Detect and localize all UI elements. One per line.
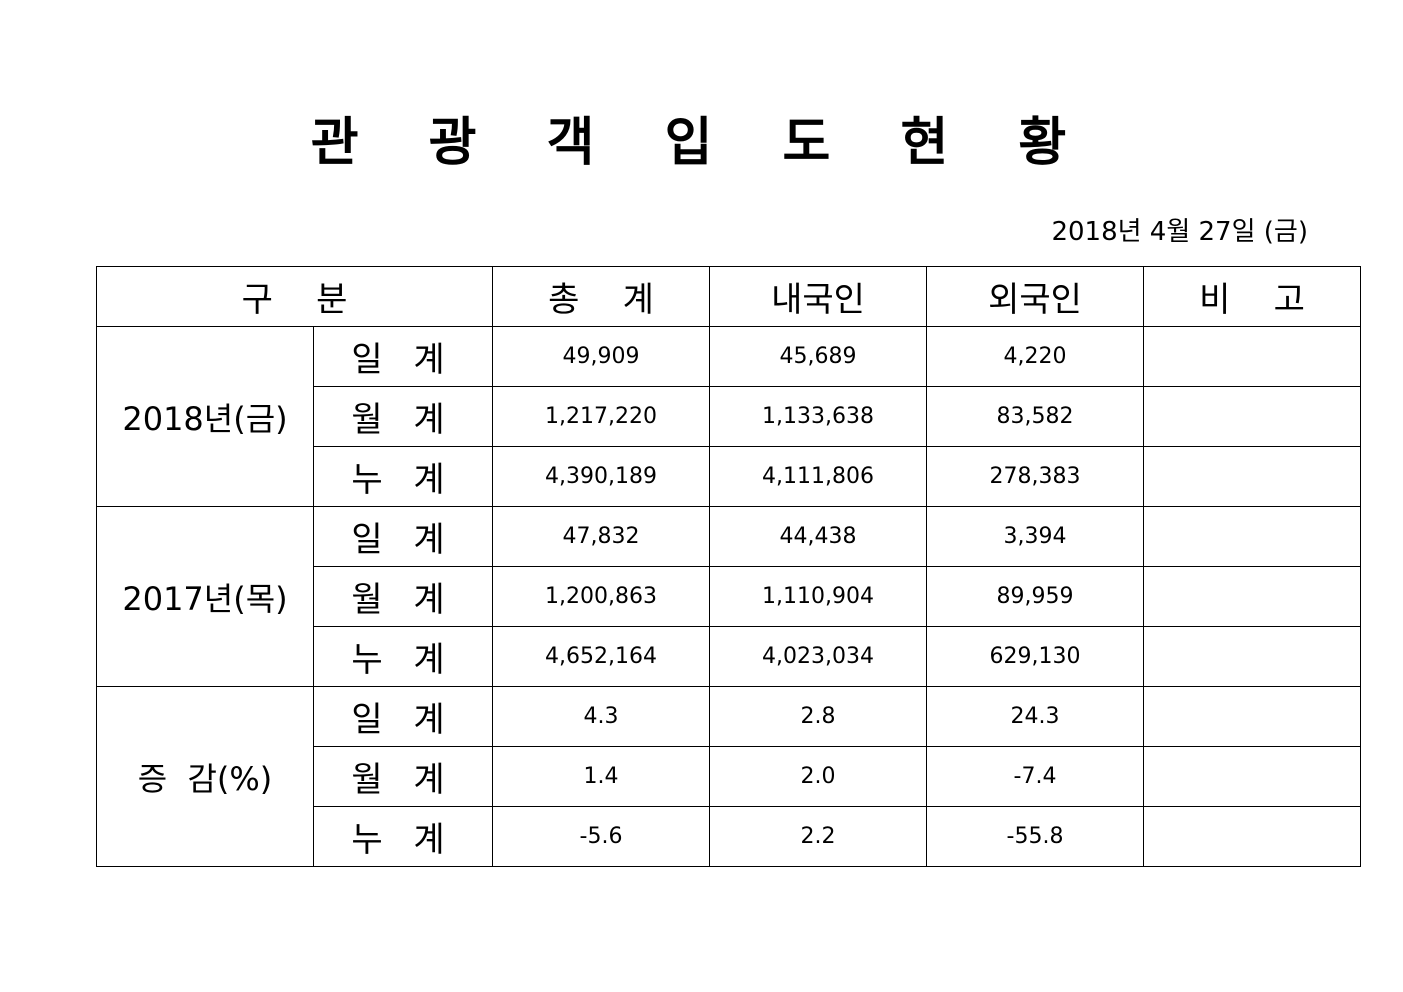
cell-note	[1143, 806, 1361, 867]
cell-note	[1143, 566, 1361, 627]
cell-total: 49,909	[492, 326, 710, 387]
cell-note	[1143, 626, 1361, 687]
table-row: 누 계 4,390,189 4,111,806 278,383	[97, 446, 1361, 507]
table-row: 월 계 1,200,863 1,110,904 89,959	[97, 566, 1361, 627]
header-domestic: 내국인	[709, 266, 927, 327]
cell-total: 4,652,164	[492, 626, 710, 687]
visitor-stats-table: 구 분 총 계 내국인 외국인 비 고 2018년(금) 일 계 49,909 …	[96, 266, 1361, 867]
row-label: 누 계	[313, 446, 493, 507]
cell-total: 47,832	[492, 506, 710, 567]
cell-foreign: 83,582	[926, 386, 1144, 447]
table-row: 증 감(%) 일 계 4.3 2.8 24.3	[96, 686, 1361, 867]
cell-total: 1,200,863	[492, 566, 710, 627]
cell-note	[1143, 446, 1361, 507]
table-row: 누 계 4,652,164 4,023,034 629,130	[97, 626, 1361, 687]
header-row: 구 분 총 계 내국인 외국인 비 고	[96, 266, 1361, 327]
cell-foreign: -7.4	[926, 746, 1144, 807]
cell-note	[1143, 506, 1361, 567]
cell-foreign: 3,394	[926, 506, 1144, 567]
table-row: 누 계 -5.6 2.2 -55.8	[97, 806, 1361, 867]
cell-total: 1,217,220	[492, 386, 710, 447]
row-label: 누 계	[313, 806, 493, 867]
report-date: 2018년 4월 27일 (금)	[1051, 217, 1308, 247]
cell-foreign: 89,959	[926, 566, 1144, 627]
header-category: 구 분	[96, 266, 493, 327]
cell-note	[1143, 326, 1361, 387]
cell-domestic: 1,110,904	[709, 566, 927, 627]
cell-total: 1.4	[492, 746, 710, 807]
cell-domestic: 2.8	[709, 686, 927, 747]
cell-domestic: 4,111,806	[709, 446, 927, 507]
header-note: 비 고	[1143, 266, 1361, 327]
group-label: 2017년(목)	[96, 506, 314, 687]
cell-foreign: -55.8	[926, 806, 1144, 867]
cell-foreign: 278,383	[926, 446, 1144, 507]
table-row: 2018년(금) 일 계 49,909 45,689 4,220	[96, 326, 1361, 507]
cell-foreign: 629,130	[926, 626, 1144, 687]
row-label: 일 계	[313, 686, 493, 747]
row-label: 월 계	[313, 746, 493, 807]
row-label: 누 계	[313, 626, 493, 687]
header-foreign: 외국인	[926, 266, 1144, 327]
document-title: 관 광 객 입 도 현 황	[310, 113, 1093, 173]
table-row: 2017년(목) 일 계 47,832 44,438 3,394	[96, 506, 1361, 687]
cell-foreign: 24.3	[926, 686, 1144, 747]
row-label: 일 계	[313, 326, 493, 387]
cell-domestic: 4,023,034	[709, 626, 927, 687]
row-label: 일 계	[313, 506, 493, 567]
cell-note	[1143, 686, 1361, 747]
cell-total: -5.6	[492, 806, 710, 867]
cell-total: 4,390,189	[492, 446, 710, 507]
cell-note	[1143, 746, 1361, 807]
row-label: 월 계	[313, 566, 493, 627]
cell-domestic: 2.0	[709, 746, 927, 807]
cell-domestic: 45,689	[709, 326, 927, 387]
cell-foreign: 4,220	[926, 326, 1144, 387]
cell-note	[1143, 386, 1361, 447]
header-total: 총 계	[492, 266, 710, 327]
group-label: 2018년(금)	[96, 326, 314, 507]
group-label: 증 감(%)	[96, 686, 314, 867]
table-row: 월 계 1.4 2.0 -7.4	[97, 746, 1361, 807]
cell-domestic: 1,133,638	[709, 386, 927, 447]
row-label: 월 계	[313, 386, 493, 447]
cell-domestic: 44,438	[709, 506, 927, 567]
cell-total: 4.3	[492, 686, 710, 747]
cell-domestic: 2.2	[709, 806, 927, 867]
